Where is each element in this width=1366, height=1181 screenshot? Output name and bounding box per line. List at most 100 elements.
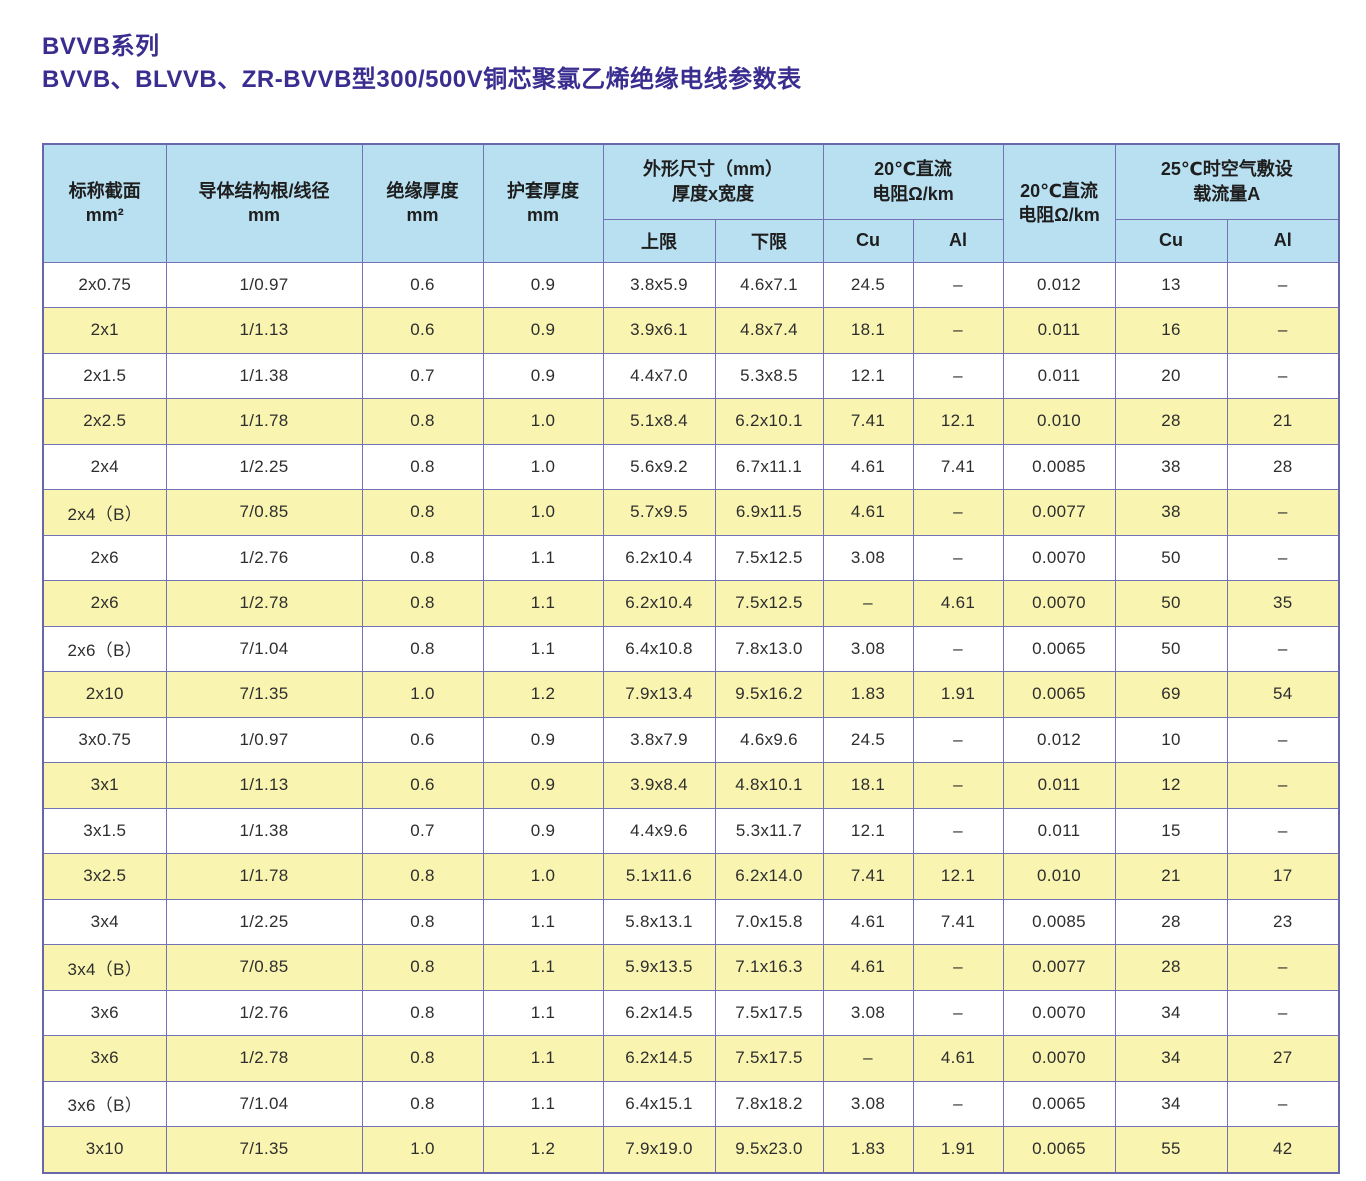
subheader-ampacity-cu: Cu <box>1114 218 1228 263</box>
cell-resistance-al: – <box>912 807 1004 854</box>
cell-ampacity-cu: 50 <box>1114 534 1228 581</box>
cell-dim-lower-limit: 4.6x7.1 <box>714 261 824 308</box>
cell-dim-upper-limit: 6.2x14.5 <box>602 1035 716 1082</box>
cell-sheath-thickness: 0.9 <box>482 762 604 809</box>
cell-dc-resistance: 0.012 <box>1002 261 1116 308</box>
cell-dim-upper-limit: 5.1x8.4 <box>602 398 716 445</box>
cell-dc-resistance: 0.0070 <box>1002 1035 1116 1082</box>
table-row: 2x4 1/2.25 0.8 1.0 5.6x9.2 6.7x11.1 4.61 7.41 0.… <box>42 443 1340 490</box>
cell-dc-resistance: 0.0065 <box>1002 1080 1116 1127</box>
cell-resistance-al: – <box>912 307 1004 354</box>
cell-dim-upper-limit: 5.6x9.2 <box>602 443 716 490</box>
cell-dim-upper-limit: 6.2x10.4 <box>602 580 716 627</box>
table-row: 2x4（B） 7/0.85 0.8 1.0 5.7x9.5 6.9x11.5 4.61–0.… <box>42 489 1340 536</box>
cell-conductor-structure: 7/1.35 <box>165 671 363 718</box>
cell-dim-lower-limit: 7.1x16.3 <box>714 944 824 991</box>
cell-resistance-al: – <box>912 944 1004 991</box>
cell-resistance-al: 12.1 <box>912 398 1004 445</box>
cell-conductor-structure: 7/0.85 <box>165 944 363 991</box>
cell-resistance-al: 1.91 <box>912 1126 1004 1173</box>
cell-ampacity-cu: 28 <box>1114 898 1228 945</box>
cell-nominal-section: 3x10 <box>42 1126 167 1173</box>
cell-sheath-thickness: 1.1 <box>482 625 604 672</box>
cell-conductor-structure: 7/1.04 <box>165 1080 363 1127</box>
cell-sheath-thickness: 1.1 <box>482 1035 604 1082</box>
cell-dc-resistance: 0.0065 <box>1002 625 1116 672</box>
cell-resistance-cu: 4.61 <box>822 489 914 536</box>
page-title-series: BVVB系列 <box>42 33 160 60</box>
cell-conductor-structure: 1/1.38 <box>165 352 363 399</box>
cell-conductor-structure: 1/2.76 <box>165 989 363 1036</box>
cell-dim-lower-limit: 6.7x11.1 <box>714 443 824 490</box>
header-insulation-thickness: 绝缘厚度 mm <box>361 143 484 263</box>
cell-ampacity-cu: 55 <box>1114 1126 1228 1173</box>
cell-conductor-structure: 1/1.13 <box>165 307 363 354</box>
cell-resistance-cu: 1.83 <box>822 1126 914 1173</box>
cell-dim-lower-limit: 5.3x8.5 <box>714 352 824 399</box>
table-row: 2x1 1/1.13 0.6 0.9 3.9x6.1 4.8x7.4 18.1–0.011 1… <box>42 307 1340 354</box>
cell-conductor-structure: 1/1.13 <box>165 762 363 809</box>
cell-ampacity-al: 17 <box>1226 853 1340 900</box>
cell-dc-resistance: 0.010 <box>1002 853 1116 900</box>
cell-insulation-thickness: 0.6 <box>361 716 484 763</box>
cell-dc-resistance: 0.0065 <box>1002 671 1116 718</box>
cell-resistance-al: 1.91 <box>912 671 1004 718</box>
cell-ampacity-cu: 34 <box>1114 1080 1228 1127</box>
cell-insulation-thickness: 0.6 <box>361 762 484 809</box>
cell-dc-resistance: 0.0070 <box>1002 580 1116 627</box>
cell-sheath-thickness: 0.9 <box>482 716 604 763</box>
cell-resistance-cu: 1.83 <box>822 671 914 718</box>
page-title: BVVB系列 BVVB、BLVVB、ZR-BVVB型300/500V铜芯聚氯乙烯… <box>42 30 802 96</box>
cell-dc-resistance: 0.011 <box>1002 307 1116 354</box>
cell-ampacity-al: – <box>1226 307 1340 354</box>
cell-insulation-thickness: 0.8 <box>361 580 484 627</box>
cell-dc-resistance: 0.0085 <box>1002 898 1116 945</box>
cell-resistance-al: 4.61 <box>912 580 1004 627</box>
cell-dim-upper-limit: 6.2x14.5 <box>602 989 716 1036</box>
cell-dim-lower-limit: 6.2x10.1 <box>714 398 824 445</box>
cell-ampacity-cu: 15 <box>1114 807 1228 854</box>
cell-dc-resistance: 0.0070 <box>1002 989 1116 1036</box>
cell-dc-resistance: 0.0070 <box>1002 534 1116 581</box>
cell-sheath-thickness: 1.1 <box>482 1080 604 1127</box>
cell-ampacity-al: – <box>1226 352 1340 399</box>
cell-conductor-structure: 7/1.04 <box>165 625 363 672</box>
cell-insulation-thickness: 0.8 <box>361 625 484 672</box>
table-row: 2x0.75 1/0.97 0.6 0.9 3.8x5.9 4.6x7.1 24.5–0.0… <box>42 261 1340 308</box>
cell-conductor-structure: 1/2.78 <box>165 580 363 627</box>
cell-nominal-section: 3x6（B） <box>42 1080 167 1127</box>
cell-dim-upper-limit: 3.9x6.1 <box>602 307 716 354</box>
cell-conductor-structure: 7/1.35 <box>165 1126 363 1173</box>
cell-insulation-thickness: 0.8 <box>361 853 484 900</box>
cell-nominal-section: 3x2.5 <box>42 853 167 900</box>
cell-dim-upper-limit: 5.8x13.1 <box>602 898 716 945</box>
cell-dim-lower-limit: 7.0x15.8 <box>714 898 824 945</box>
cell-dc-resistance: 0.012 <box>1002 716 1116 763</box>
cell-resistance-cu: 4.61 <box>822 443 914 490</box>
cell-ampacity-cu: 16 <box>1114 307 1228 354</box>
cell-nominal-section: 3x4 <box>42 898 167 945</box>
header-row-sub: 上限 下限 Cu Al Cu Al <box>43 218 1340 263</box>
cell-conductor-structure: 1/0.97 <box>165 716 363 763</box>
cell-dim-lower-limit: 6.2x14.0 <box>714 853 824 900</box>
cell-ampacity-cu: 34 <box>1114 1035 1228 1082</box>
cell-sheath-thickness: 1.1 <box>482 989 604 1036</box>
header-dimensions: 外形尺寸（mm） 厚度x宽度 <box>602 143 824 220</box>
cell-conductor-structure: 1/2.78 <box>165 1035 363 1082</box>
cell-dc-resistance: 0.010 <box>1002 398 1116 445</box>
cell-resistance-al: 12.1 <box>912 853 1004 900</box>
cell-resistance-cu: 12.1 <box>822 352 914 399</box>
cell-ampacity-cu: 10 <box>1114 716 1228 763</box>
cell-nominal-section: 2x4（B） <box>42 489 167 536</box>
cell-conductor-structure: 7/0.85 <box>165 489 363 536</box>
cell-resistance-al: – <box>912 716 1004 763</box>
cell-resistance-cu: 3.08 <box>822 534 914 581</box>
cell-ampacity-al: 42 <box>1226 1126 1340 1173</box>
cell-dim-lower-limit: 9.5x16.2 <box>714 671 824 718</box>
cell-dim-lower-limit: 6.9x11.5 <box>714 489 824 536</box>
subheader-resistance-cu: Cu <box>822 218 914 263</box>
cell-resistance-al: – <box>912 1080 1004 1127</box>
cell-nominal-section: 2x6（B） <box>42 625 167 672</box>
cell-dim-lower-limit: 7.8x13.0 <box>714 625 824 672</box>
cell-ampacity-cu: 38 <box>1114 489 1228 536</box>
